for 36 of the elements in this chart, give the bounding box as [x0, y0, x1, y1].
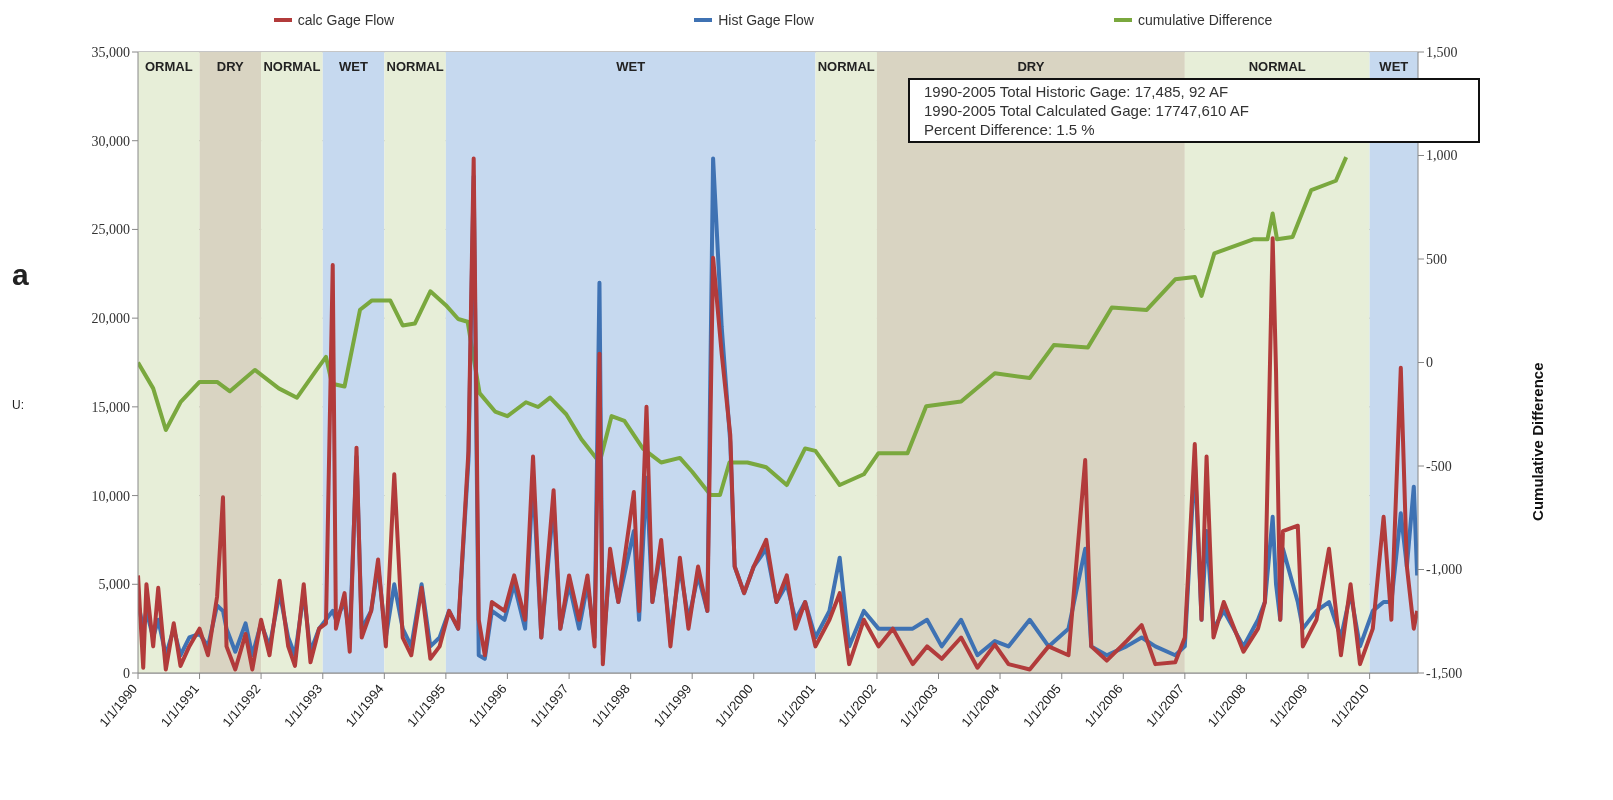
- legend-label: calc Gage Flow: [296, 12, 395, 28]
- text: U:: [12, 398, 24, 412]
- y2-tick-label: 1,500: [1426, 44, 1458, 60]
- band-label: ORMAL: [144, 59, 193, 75]
- legend-label: cumulative Difference: [1136, 12, 1273, 28]
- y2-axis-title: Cumulative Difference: [1529, 362, 1547, 521]
- band-label: WET: [1379, 59, 1409, 75]
- y-tick-label: 20,000: [91, 311, 130, 327]
- line-series: [138, 155, 1349, 497]
- y2-tick-label: -1,500: [1426, 665, 1463, 681]
- band-label: NORMAL: [263, 59, 321, 75]
- band-label: NORMAL: [1248, 59, 1306, 75]
- y-tick-label: 0: [123, 665, 130, 681]
- y-tick-label: 10,000: [91, 488, 130, 504]
- annotation: 1990-2005 Total Calculated Gage: 17747,610 AF: [924, 101, 1250, 120]
- band-label: WET: [339, 59, 369, 75]
- y2-tick-label: 0: [1426, 355, 1433, 371]
- y-tick-label: 15,000: [91, 399, 130, 415]
- annotation: 1990-2005 Total Historic Gage: 17,485, 92 AF: [924, 82, 1230, 101]
- band-label: NORMAL: [386, 59, 444, 75]
- band-label: WET: [616, 59, 646, 75]
- y-tick-label: 35,000: [91, 44, 130, 60]
- y2-tick-label: -1,000: [1426, 562, 1463, 578]
- text: a: [12, 258, 29, 292]
- y-tick-label: 30,000: [91, 133, 130, 149]
- y2-tick-label: 500: [1426, 251, 1447, 267]
- band-label: DRY: [1017, 59, 1045, 75]
- band-label: NORMAL: [817, 59, 875, 75]
- band-label: DRY: [216, 59, 245, 75]
- y2-tick-label: -500: [1426, 458, 1452, 474]
- y2-tick-label: 1,000: [1426, 148, 1458, 164]
- y-tick-label: 25,000: [91, 222, 130, 238]
- y-tick-label: 5,000: [98, 577, 130, 593]
- text-box: 1990-2005 Total Historic Gage: 17,485, 92 AF 1990-2005 Total Calculated Gage: 17747,610 AF Percent Difference: 1.5 %: [908, 78, 1480, 143]
- annotation: Percent Difference: 1.5 %: [924, 120, 1096, 139]
- legend-label: Hist Gage Flow: [717, 12, 814, 28]
